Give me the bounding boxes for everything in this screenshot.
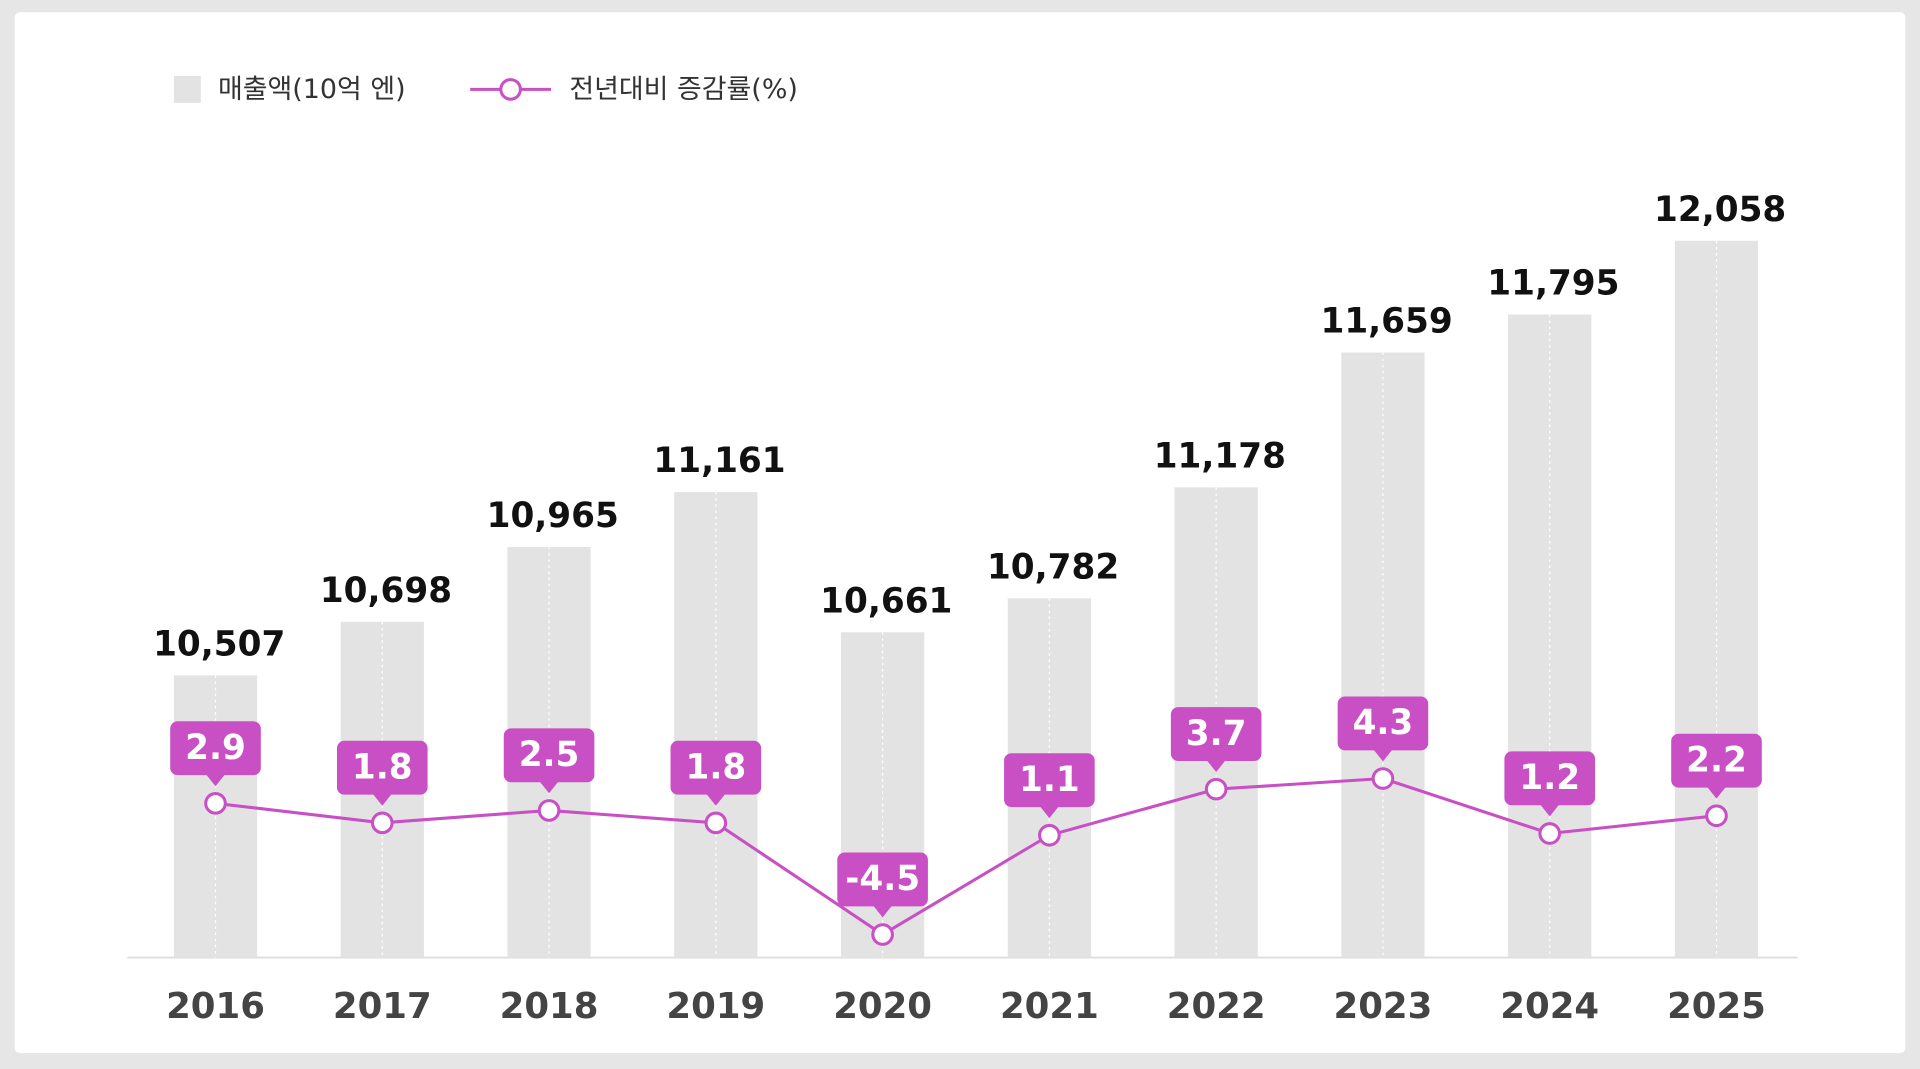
value-badge [170, 721, 261, 776]
bar-value-label: 10,507 [153, 624, 285, 664]
value-badge [1337, 696, 1429, 751]
legend-label: 매출액(10억 엔) [218, 74, 406, 105]
x-tick-label: 2016 [166, 986, 265, 1027]
line-marker [537, 799, 561, 822]
value-badge-pointer [706, 793, 726, 806]
bar-value-label: 11,161 [653, 441, 785, 481]
value-badge [837, 852, 928, 907]
value-badge [503, 728, 595, 783]
line-marker [204, 792, 227, 815]
x-tick-label: 2020 [833, 986, 932, 1027]
value-badge [1004, 753, 1095, 808]
line-value-label: 3.7 [1186, 714, 1247, 754]
value-badge [1504, 751, 1596, 806]
line-value-label: 1.8 [352, 747, 413, 787]
line-value-label: 2.5 [519, 735, 580, 775]
bar-value-label: 12,058 [1654, 190, 1786, 230]
line-value-label: 4.3 [1353, 703, 1414, 743]
value-badge-pointer [205, 773, 226, 787]
panel [14, 12, 1906, 1054]
line-value-label: 1.8 [685, 747, 746, 787]
bar-value-label: 11,659 [1320, 302, 1452, 342]
line-marker [1204, 777, 1228, 801]
line-value-label: -4.5 [845, 859, 920, 899]
line [215, 776, 1717, 937]
line-marker [1371, 767, 1395, 790]
line-marker [1705, 804, 1728, 828]
bar-value-label: 10,661 [820, 581, 952, 621]
legend-swatch [173, 75, 201, 103]
value-badge-pointer [872, 905, 893, 918]
bar-value-label: 10,965 [487, 496, 619, 536]
x-tick-label: 2021 [1000, 986, 1099, 1027]
x-tick-label: 2023 [1334, 986, 1433, 1027]
x-tick-label: 2017 [333, 986, 432, 1027]
x-tick-label: 2022 [1167, 986, 1266, 1027]
bar [1341, 352, 1425, 958]
value-badge-pointer [1539, 804, 1560, 817]
value-badge-pointer [1206, 759, 1226, 773]
value-badge [1170, 707, 1262, 761]
bar [1508, 314, 1592, 958]
value-badge [670, 740, 762, 795]
line-value-label: 2.9 [185, 728, 246, 768]
line-marker [704, 811, 728, 835]
bar-value-label: 10,782 [987, 547, 1119, 587]
bar [1674, 240, 1759, 958]
value-badge-pointer [1039, 805, 1060, 819]
legend-label: 전년대비 증감률(%) [569, 74, 798, 105]
x-tick-label: 2025 [1667, 986, 1766, 1027]
x-tick-label: 2018 [500, 986, 599, 1027]
line-value-label: 1.1 [1019, 760, 1080, 800]
x-tick-label: 2024 [1500, 986, 1599, 1027]
x-tick-label: 2019 [666, 986, 765, 1027]
bar-value-label: 11,795 [1487, 264, 1619, 304]
line-value-label: 1.2 [1519, 758, 1580, 798]
line-marker [1038, 823, 1061, 847]
line-marker [871, 923, 894, 946]
bar-value-label: 10,698 [320, 571, 452, 611]
line-marker [1538, 822, 1562, 845]
value-badge [1671, 733, 1762, 788]
value-badge [336, 740, 428, 795]
value-badge-pointer [1706, 786, 1727, 799]
value-badge-pointer [1373, 749, 1393, 762]
bar-value-label: 11,178 [1154, 436, 1286, 476]
legend-marker [499, 78, 522, 101]
line-value-label: 2.2 [1686, 740, 1747, 780]
line-marker [370, 811, 394, 835]
value-badge-pointer [539, 781, 559, 794]
value-badge-pointer [372, 793, 393, 806]
